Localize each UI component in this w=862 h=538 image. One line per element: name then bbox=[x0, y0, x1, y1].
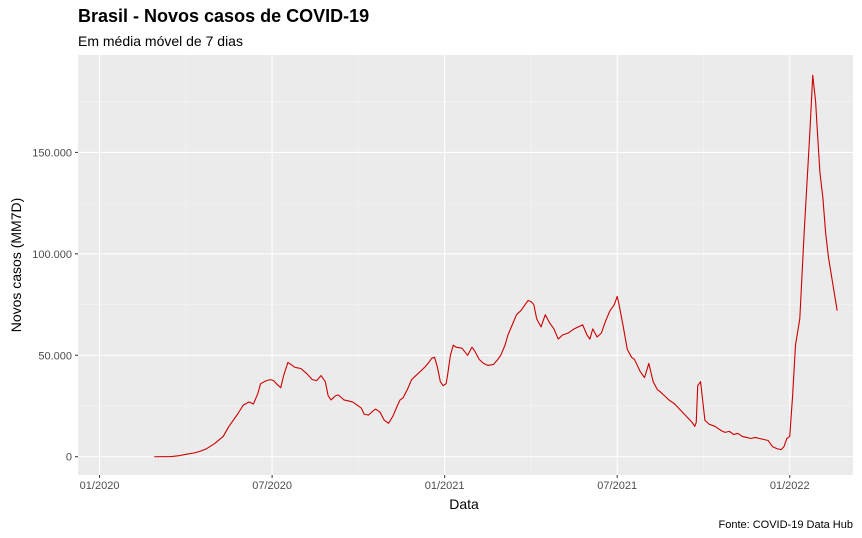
y-axis-title: Novos casos (MM7D) bbox=[8, 198, 24, 333]
x-tick-label: 07/2020 bbox=[252, 480, 292, 492]
y-tick-label: 150.000 bbox=[32, 147, 72, 159]
x-axis: 01/2020 07/2020 01/2021 07/2021 01/2022 bbox=[80, 475, 810, 492]
major-gridlines bbox=[78, 55, 853, 475]
x-tick-label: 01/2022 bbox=[770, 480, 810, 492]
y-tick-label: 50.000 bbox=[38, 350, 72, 362]
y-tick-label: 100.000 bbox=[32, 249, 72, 261]
x-tick-label: 01/2021 bbox=[425, 480, 465, 492]
y-tick-label: 0 bbox=[66, 452, 72, 464]
x-tick-label: 07/2021 bbox=[597, 480, 637, 492]
x-axis-title: Data bbox=[449, 496, 479, 512]
minor-gridlines bbox=[78, 55, 853, 475]
y-axis: 0 50.000 100.000 150.000 bbox=[32, 147, 78, 464]
chart-caption: Fonte: COVID-19 Data Hub bbox=[718, 519, 853, 531]
x-tick-label: 01/2020 bbox=[80, 480, 120, 492]
chart-subtitle: Em média móvel de 7 dias bbox=[78, 33, 243, 49]
plot-panel bbox=[78, 55, 853, 475]
series-line-brasil bbox=[154, 74, 838, 458]
chart-title: Brasil - Novos casos de COVID-19 bbox=[78, 6, 369, 26]
